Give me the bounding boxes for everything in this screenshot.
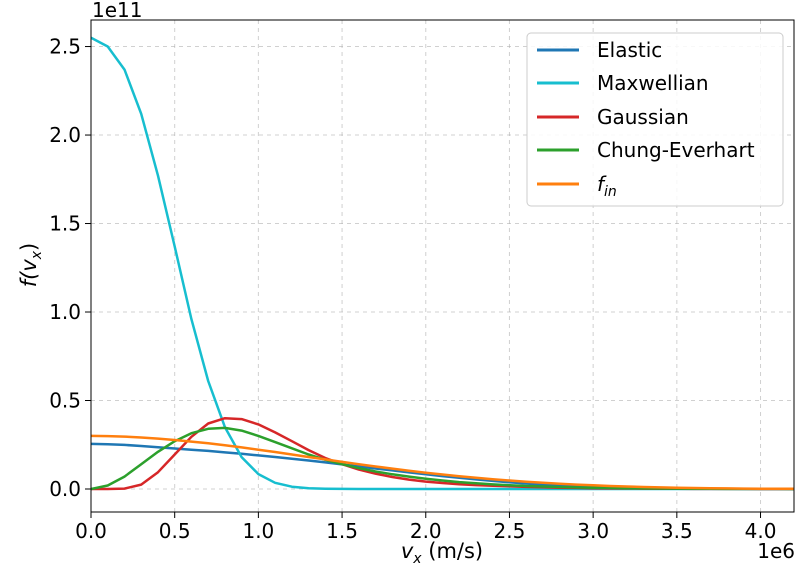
plot-frame: [90, 19, 795, 513]
legend-box: [526, 32, 784, 207]
x-tick-label: 4.0: [745, 519, 777, 543]
legend-label-f-in-sub: in: [604, 184, 617, 200]
y-tick-label: 0.5: [49, 389, 81, 413]
x-tick-label: 2.5: [494, 519, 526, 543]
y-axis-label-sub: x: [29, 250, 45, 260]
y-tick-label: 1.0: [49, 300, 81, 324]
legend-label-chung-everhart: Chung-Everhart: [597, 138, 755, 162]
x-axis-label-var: v: [401, 539, 414, 563]
x-tick-label: 3.0: [577, 519, 609, 543]
legend-label-f-in: fin: [597, 172, 617, 200]
x-tick-label: 0.0: [75, 519, 107, 543]
x-axis-label-unit: (m/s): [422, 539, 484, 563]
x-axis-label: vx (m/s): [401, 539, 483, 567]
x-axis-label-sub: x: [412, 551, 422, 567]
legend-label-elastic: Elastic: [597, 38, 662, 62]
y-tick-label: 1.5: [49, 212, 81, 236]
x-tick-label: 3.5: [661, 519, 693, 543]
y-scale-label: 1e11: [92, 0, 142, 22]
legend-label-f-in-main: f: [597, 172, 607, 196]
x-tick-label: 2.0: [410, 519, 442, 543]
legend-label-gaussian: Gaussian: [597, 105, 689, 129]
x-tick-label: 1.0: [242, 519, 274, 543]
series-group: [91, 36, 794, 491]
series-line-f-in: [91, 434, 794, 491]
x-tick-label: 1.5: [326, 519, 358, 543]
x-tick-label: 0.5: [159, 519, 191, 543]
y-axis-label: f(vx): [17, 243, 45, 288]
y-axis-label-prefix: f(: [17, 271, 41, 287]
y-tick-label: 2.0: [49, 123, 81, 147]
x-scale-label: 1e6: [757, 539, 795, 563]
y-axis-label-var: v: [17, 259, 41, 272]
y-tick-label: 2.5: [49, 35, 81, 59]
legend-label-maxwellian: Maxwellian: [597, 71, 709, 95]
y-tick-label: 0.0: [49, 477, 81, 501]
tick-group: 0.0 0.5 1.0 1.5 2.0 2.5 3.0 3.5 4.0 0.0 0.5 1.0 1.5 2…: [49, 35, 776, 543]
y-axis-label-suffix: ): [17, 243, 41, 251]
legend: Elastic Maxwellian Gaussian Chung-Everha…: [526, 32, 784, 207]
